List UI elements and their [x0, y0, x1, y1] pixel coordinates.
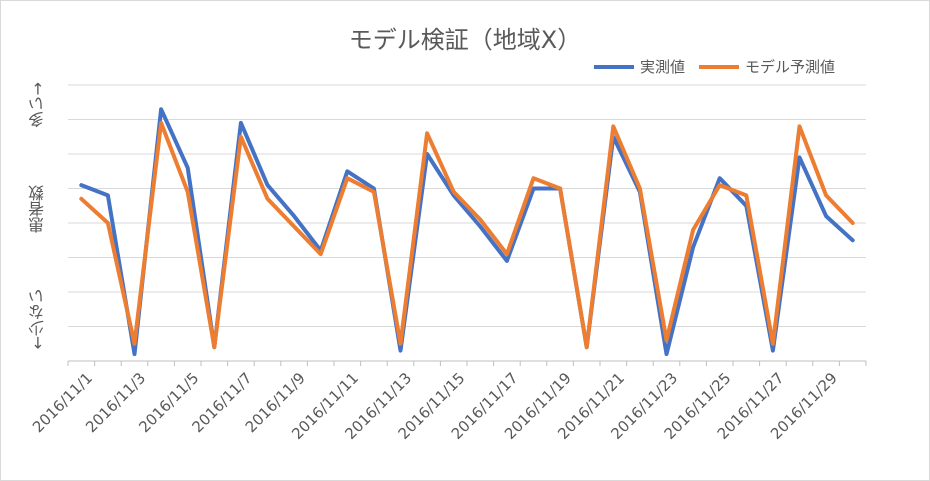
legend-label-predicted: モデル予測値 — [745, 58, 836, 76]
chart-title: モデル検証（地域X） — [348, 26, 582, 54]
legend-label-actual: 実測値 — [640, 58, 686, 76]
legend-item-actual: 実測値 — [594, 56, 685, 77]
legend-swatch-actual — [594, 64, 634, 69]
series-line-predicted — [79, 120, 855, 350]
legend-swatch-predicted — [699, 64, 740, 69]
series-line-actual — [79, 107, 855, 357]
legend-item-predicted: モデル予測値 — [699, 56, 835, 77]
legend: 実測値 モデル予測値 — [594, 56, 849, 77]
